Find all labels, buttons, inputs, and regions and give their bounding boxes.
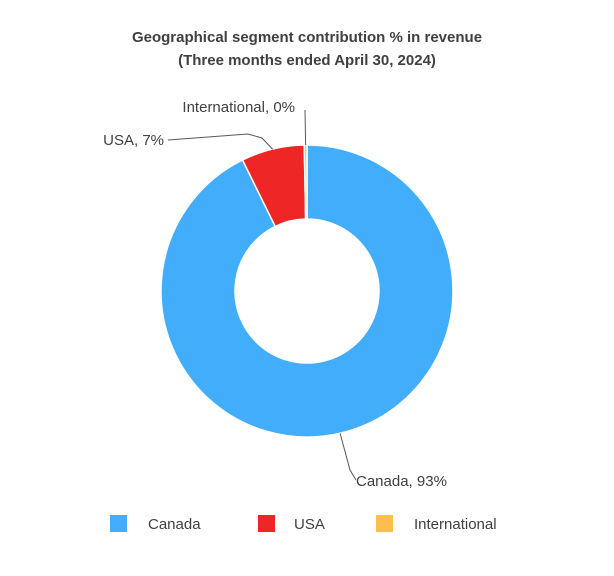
leader-line-international bbox=[304, 109, 307, 146]
chart-subtitle: (Three months ended April 30, 2024) bbox=[178, 52, 436, 69]
slice-canada bbox=[160, 144, 454, 438]
legend-swatch-international bbox=[376, 515, 393, 532]
legend-swatch-usa bbox=[258, 515, 275, 532]
slices-group bbox=[160, 144, 454, 438]
legend: Canada USA International bbox=[110, 515, 497, 533]
legend-label-canada: Canada bbox=[148, 516, 201, 533]
leader-line-usa bbox=[167, 133, 273, 150]
data-label-canada: Canada, 93% bbox=[356, 473, 447, 490]
leader-lines-group bbox=[167, 109, 357, 481]
chart-title: Geographical segment contribution % in r… bbox=[132, 29, 482, 46]
legend-swatch-canada bbox=[110, 515, 127, 532]
legend-label-usa: USA bbox=[294, 516, 325, 533]
leader-line-canada bbox=[339, 433, 357, 481]
data-label-usa: USA, 7% bbox=[103, 132, 164, 149]
data-label-international: International, 0% bbox=[182, 99, 295, 116]
legend-label-international: International bbox=[414, 516, 497, 533]
